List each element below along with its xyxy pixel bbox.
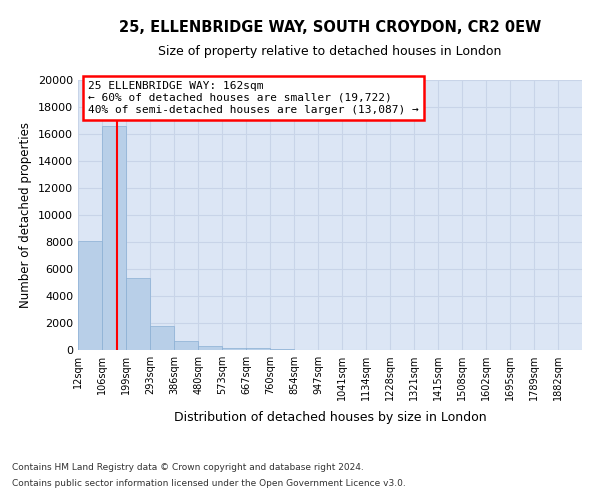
Bar [222, 348, 246, 350]
Text: 25, ELLENBRIDGE WAY, SOUTH CROYDON, CR2 0EW: 25, ELLENBRIDGE WAY, SOUTH CROYDON, CR2 … [119, 20, 541, 35]
Text: Contains public sector information licensed under the Open Government Licence v3: Contains public sector information licen… [12, 478, 406, 488]
Bar [102, 126, 126, 350]
Bar [78, 240, 102, 350]
Bar [246, 348, 270, 350]
Text: Size of property relative to detached houses in London: Size of property relative to detached ho… [158, 45, 502, 58]
Text: Contains HM Land Registry data © Crown copyright and database right 2024.: Contains HM Land Registry data © Crown c… [12, 464, 364, 472]
Y-axis label: Number of detached properties: Number of detached properties [19, 122, 32, 308]
Bar [198, 346, 222, 350]
Bar [150, 326, 174, 350]
Bar [270, 348, 294, 350]
Bar [174, 340, 198, 350]
Bar [126, 278, 150, 350]
Text: 25 ELLENBRIDGE WAY: 162sqm
← 60% of detached houses are smaller (19,722)
40% of : 25 ELLENBRIDGE WAY: 162sqm ← 60% of deta… [88, 82, 419, 114]
X-axis label: Distribution of detached houses by size in London: Distribution of detached houses by size … [173, 412, 487, 424]
